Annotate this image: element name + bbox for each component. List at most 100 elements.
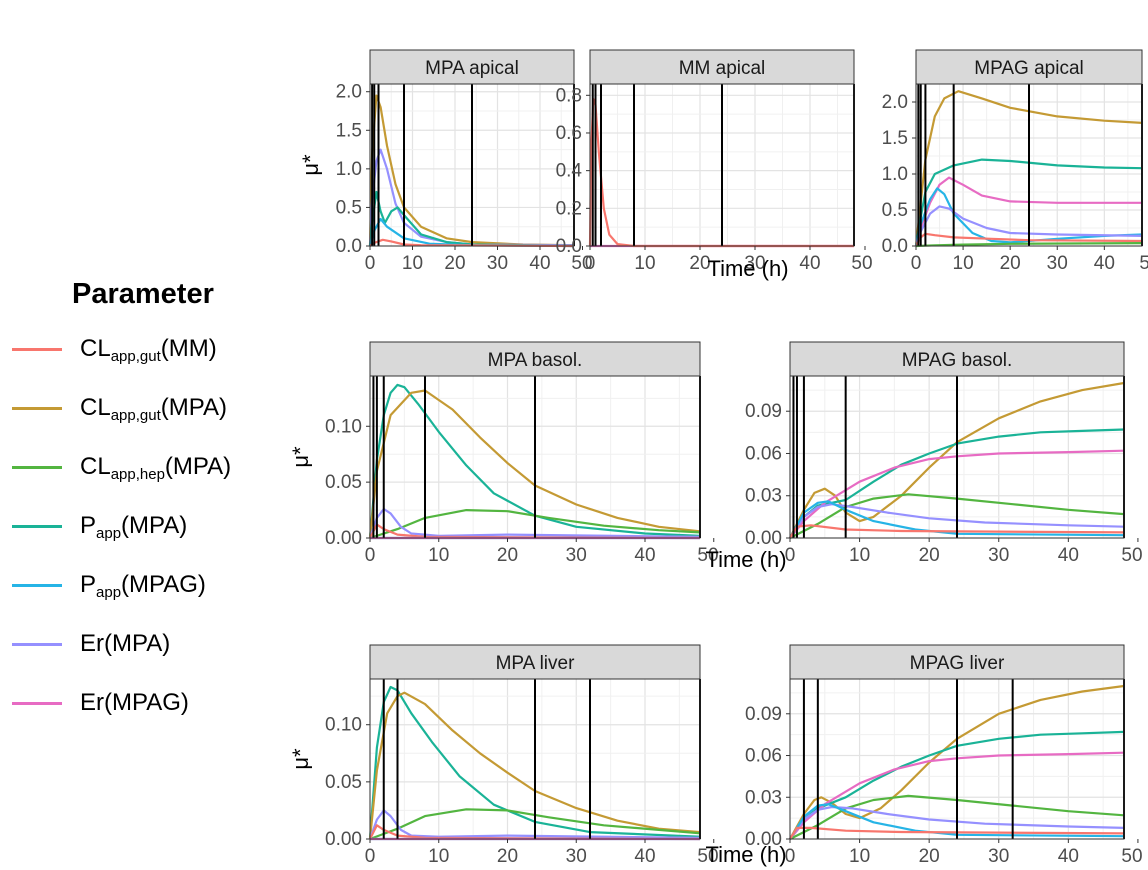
panel-strip	[369, 49, 575, 85]
series-line	[789, 803, 1125, 840]
y-axis-label: μ*	[288, 748, 313, 770]
panel-strip	[789, 644, 1125, 680]
y-tick-label: 1.0	[882, 164, 908, 185]
plot-border	[789, 678, 1125, 840]
panel-title: MPAG basol.	[902, 350, 1013, 371]
legend-label-tail: (MPA)	[164, 453, 232, 480]
legend-label-base: Er	[80, 689, 104, 716]
series-line	[368, 383, 701, 539]
y-tick-label: 0.8	[556, 85, 582, 106]
x-tick-label: 30	[566, 846, 587, 867]
x-tick-label: 30	[744, 253, 765, 274]
x-axis-label: Time (h)	[705, 842, 786, 867]
x-tick-label: 50	[1121, 846, 1142, 867]
chart-panel: MPAG apical 0 10 20 30 40 50 0.0 0.5 1.0 1.5 2.0	[882, 49, 1148, 274]
series-line	[914, 158, 1143, 247]
legend-label-tail: (MPA)	[104, 630, 171, 657]
series-line	[789, 524, 1125, 539]
legend-label-base: P	[80, 512, 97, 539]
x-tick-label: 20	[919, 846, 940, 867]
x-tick-label: 20	[689, 253, 710, 274]
y-tick-label: 0.6	[556, 123, 582, 144]
y-tick-label: 0.10	[325, 416, 362, 437]
y-axis-label: μ*	[298, 154, 323, 176]
x-tick-label: 50	[1121, 545, 1142, 566]
x-tick-label: 40	[1094, 253, 1115, 274]
series-line	[789, 449, 1125, 539]
legend-label-base: CL	[80, 394, 111, 421]
y-tick-label: 0.05	[325, 772, 362, 793]
legend-swatch	[12, 584, 62, 587]
x-tick-label: 0	[911, 253, 922, 274]
y-tick-label: 1.5	[336, 120, 362, 141]
y-tick-label: 0.00	[325, 829, 362, 850]
y-tick-label: 0.5	[336, 197, 362, 218]
series-line	[914, 187, 1143, 247]
y-tick-label: 0.00	[745, 528, 782, 549]
chart-panel: MPA basol. 0 10 20 30 40 50 0.00 0.05 0.10 μ*	[288, 341, 719, 566]
panel-title: MPAG liver	[910, 653, 1005, 674]
legend-label: Er(MPA)	[80, 625, 170, 663]
x-tick-label: 10	[849, 846, 870, 867]
y-tick-label: 0.10	[325, 715, 362, 736]
panel-strip	[369, 644, 701, 680]
series-line	[368, 685, 701, 840]
series-line	[789, 381, 1125, 539]
legend-item: CLapp,gut(MM)	[0, 330, 290, 370]
x-tick-label: 30	[988, 846, 1009, 867]
x-axis-label: Time (h)	[705, 547, 786, 572]
plot-border	[789, 375, 1125, 539]
legend-item: Papp(MPAG)	[0, 566, 290, 606]
legend-label: Papp(MPA)	[80, 507, 187, 553]
legend-label: CLapp,gut(MPA)	[80, 389, 227, 435]
legend-label-subscript: app,gut	[110, 407, 161, 424]
y-tick-label: 0.00	[325, 528, 362, 549]
legend-item: Er(MPAG)	[0, 684, 290, 724]
x-tick-label: 50	[697, 846, 718, 867]
legend-swatch	[12, 348, 62, 351]
x-tick-label: 30	[988, 545, 1009, 566]
legend-label-subscript: app	[96, 525, 122, 542]
legend-label-base: CL	[80, 335, 111, 362]
chart-panel: MPAG basol. 0 10 20 30 40 50 0.00 0.03 0.06 0.09	[745, 341, 1143, 566]
y-tick-label: 2.0	[882, 92, 908, 113]
y-tick-label: 1.0	[336, 159, 362, 180]
y-tick-label: 0.09	[745, 401, 782, 422]
series-line	[789, 684, 1125, 840]
y-tick-label: 0.0	[882, 236, 908, 257]
series-line	[789, 503, 1125, 539]
legend-label-subscript: app	[96, 584, 122, 601]
legend-label-tail: (MPA)	[160, 394, 227, 421]
legend-item: CLapp,gut(MPA)	[0, 389, 290, 429]
x-tick-label: 50	[571, 253, 592, 274]
panel-title: MPAG apical	[974, 58, 1083, 79]
x-tick-label: 10	[428, 846, 449, 867]
plot-border	[369, 678, 701, 840]
legend-item: CLapp,hep(MPA)	[0, 448, 290, 488]
x-tick-label: 0	[365, 545, 376, 566]
legend-swatch	[12, 702, 62, 705]
panel-strip	[369, 341, 701, 377]
series-line	[368, 94, 575, 247]
x-tick-label: 10	[428, 545, 449, 566]
y-tick-label: 0.0	[556, 236, 582, 257]
x-tick-label: 0	[585, 253, 596, 274]
x-tick-label: 20	[1000, 253, 1021, 274]
legend-label: CLapp,hep(MPA)	[80, 448, 231, 494]
legend-label-tail: (MPAG)	[121, 571, 206, 598]
x-tick-label: 0	[785, 545, 796, 566]
x-tick-label: 40	[634, 545, 655, 566]
panel-title: MPA basol.	[488, 350, 583, 371]
series-line	[369, 509, 701, 540]
legend-label-subscript: app,hep	[110, 466, 165, 483]
legend-swatch	[12, 407, 62, 410]
x-tick-label: 20	[919, 545, 940, 566]
x-tick-label: 10	[849, 545, 870, 566]
x-tick-label: 30	[566, 545, 587, 566]
y-tick-label: 0.06	[745, 443, 782, 464]
legend-label-base: Er	[80, 630, 104, 657]
y-tick-label: 2.0	[336, 82, 362, 103]
x-tick-label: 20	[497, 545, 518, 566]
